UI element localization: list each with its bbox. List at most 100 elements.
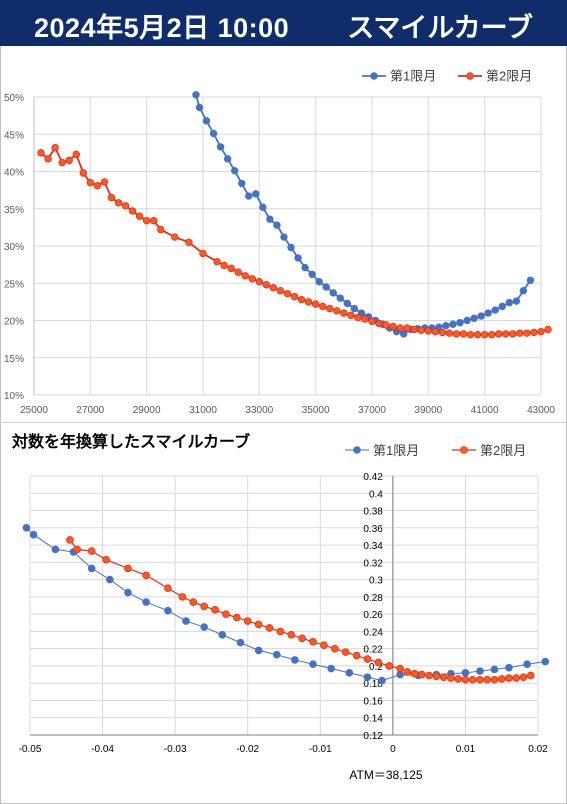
chart2-title: 対数を年換算したスマイルカーブ bbox=[12, 434, 251, 451]
data-point bbox=[252, 190, 260, 198]
data-point bbox=[512, 297, 521, 305]
data-point bbox=[454, 675, 462, 683]
data-point bbox=[326, 304, 334, 313]
data-point bbox=[150, 216, 158, 225]
data-point bbox=[544, 325, 552, 334]
x-tick-label: 29000 bbox=[133, 405, 161, 416]
x-tick-label: 43000 bbox=[527, 405, 555, 416]
chart1-grid bbox=[33, 96, 542, 396]
data-point bbox=[505, 663, 513, 672]
data-point bbox=[192, 91, 200, 99]
data-point bbox=[254, 646, 263, 655]
data-point bbox=[195, 103, 204, 112]
chart2-axis-labels: 0.12 0.14 0.16 0.18 0.2 0.22 0.24 0.26 0.28 0.3 0.… bbox=[19, 472, 549, 755]
data-point bbox=[523, 660, 531, 669]
data-point bbox=[287, 243, 295, 252]
data-point bbox=[301, 263, 309, 272]
data-point bbox=[505, 674, 513, 682]
data-point bbox=[319, 302, 327, 311]
y-tick-label: 0.38 bbox=[363, 507, 383, 518]
data-point bbox=[470, 314, 478, 322]
chart1-legend: 第1限月 第2限月 bbox=[362, 69, 532, 84]
data-point bbox=[297, 295, 306, 304]
y-tick-label: 50% bbox=[4, 93, 24, 104]
header-bar: 2024年5月2日 10:00 スマイルカーブ bbox=[0, 0, 567, 46]
data-point bbox=[375, 319, 383, 328]
series-line bbox=[69, 539, 531, 681]
data-point bbox=[477, 312, 485, 320]
data-point bbox=[283, 289, 292, 298]
data-point bbox=[29, 530, 38, 539]
data-point bbox=[439, 673, 448, 681]
data-point bbox=[227, 264, 235, 273]
y-tick-label: 0.16 bbox=[363, 696, 383, 707]
data-point bbox=[164, 584, 172, 593]
data-point bbox=[182, 617, 190, 625]
x-tick-label: 0 bbox=[390, 744, 396, 755]
data-point bbox=[142, 216, 151, 225]
data-point bbox=[243, 617, 252, 625]
data-point bbox=[65, 156, 73, 165]
data-point bbox=[509, 330, 517, 338]
y-tick-label: 0.14 bbox=[363, 714, 383, 725]
legend-marker bbox=[460, 446, 468, 454]
data-point bbox=[199, 249, 207, 258]
x-tick-label: 31000 bbox=[189, 405, 217, 416]
data-point bbox=[512, 674, 521, 682]
data-point bbox=[484, 309, 492, 317]
data-point bbox=[234, 268, 242, 276]
data-point bbox=[315, 278, 323, 286]
data-point bbox=[107, 193, 116, 202]
data-point bbox=[178, 593, 187, 601]
data-point bbox=[51, 143, 59, 152]
x-tick-label: -0.05 bbox=[19, 744, 42, 755]
data-point bbox=[290, 292, 299, 301]
data-point bbox=[368, 317, 376, 325]
data-point bbox=[254, 620, 263, 629]
data-point bbox=[537, 327, 545, 336]
data-point bbox=[488, 330, 496, 339]
data-point bbox=[106, 575, 114, 584]
data-point bbox=[466, 330, 475, 339]
data-point bbox=[385, 662, 394, 670]
data-point bbox=[519, 286, 528, 295]
y-tick-label: 0.18 bbox=[363, 679, 383, 690]
data-point bbox=[185, 238, 193, 246]
data-point bbox=[222, 610, 230, 618]
y-tick-label: 45% bbox=[4, 130, 24, 141]
data-point bbox=[189, 598, 198, 606]
x-tick-label: 41000 bbox=[471, 405, 499, 416]
data-point bbox=[320, 641, 328, 650]
data-point bbox=[79, 169, 87, 177]
data-point bbox=[497, 675, 506, 683]
x-tick-label: -0.02 bbox=[236, 744, 259, 755]
data-point bbox=[432, 672, 441, 681]
data-point bbox=[142, 598, 150, 606]
y-tick-label: 20% bbox=[4, 317, 24, 328]
y-tick-label: 0.34 bbox=[363, 541, 383, 552]
data-point bbox=[86, 178, 95, 187]
data-point bbox=[382, 321, 390, 329]
data-point bbox=[447, 674, 455, 682]
y-tick-label: 35% bbox=[4, 205, 24, 216]
data-point bbox=[403, 668, 412, 676]
chart2-series bbox=[22, 524, 550, 685]
data-point bbox=[396, 324, 404, 332]
data-point bbox=[311, 300, 320, 308]
header-date: 2024年5月2日 10:00 bbox=[34, 13, 290, 43]
y-tick-label: 0.42 bbox=[363, 472, 383, 483]
data-point bbox=[347, 311, 355, 319]
data-point bbox=[37, 149, 45, 157]
data-point bbox=[291, 656, 299, 664]
y-tick-label: 0.32 bbox=[363, 558, 383, 569]
data-point bbox=[468, 675, 477, 684]
y-tick-label: 0.2 bbox=[369, 662, 383, 673]
data-point bbox=[449, 320, 457, 328]
data-point bbox=[66, 536, 74, 544]
data-point bbox=[245, 192, 253, 200]
data-point bbox=[410, 325, 418, 334]
data-point bbox=[399, 330, 408, 338]
data-point bbox=[516, 329, 524, 337]
data-point bbox=[238, 179, 246, 188]
data-point bbox=[58, 158, 66, 167]
